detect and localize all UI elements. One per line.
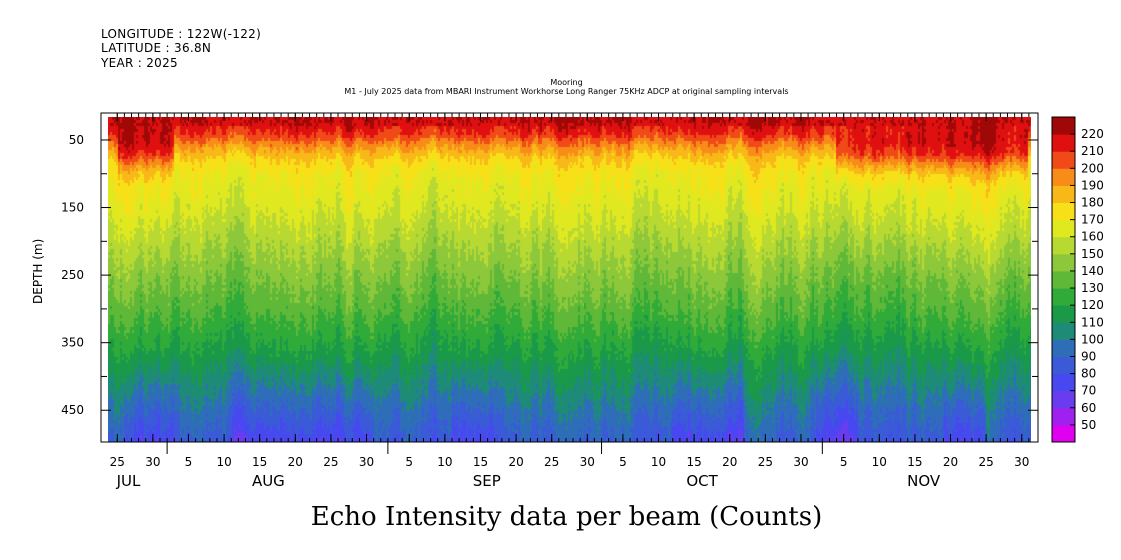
x-tick-label: 30	[580, 455, 595, 469]
colorbar-swatch	[1052, 339, 1075, 357]
colorbar-label: 90	[1081, 349, 1096, 363]
x-month-label: OCT	[686, 472, 718, 490]
colorbar-swatch	[1052, 288, 1075, 306]
colorbar-label: 170	[1081, 213, 1104, 227]
x-tick-label: 15	[686, 455, 701, 469]
x-tick-label: 30	[793, 455, 808, 469]
x-month-label: JUL	[116, 472, 141, 490]
x-tick-label: 20	[722, 455, 737, 469]
colorbar-swatch	[1052, 236, 1075, 255]
x-tick-label: 10	[216, 455, 231, 469]
x-tick-label: 10	[872, 455, 887, 469]
colorbar-swatch	[1052, 151, 1075, 169]
x-tick-label: 30	[145, 455, 160, 469]
x-tick-label: 15	[252, 455, 267, 469]
colorbar-frame	[1051, 116, 1076, 443]
x-tick-label: 20	[943, 455, 958, 469]
chart-subtitle: M1 - July 2025 data from MBARI Instrumen…	[344, 87, 789, 96]
y-tick-label: 150	[61, 201, 84, 215]
colorbar-label: 130	[1081, 281, 1104, 295]
x-tick-label: 5	[840, 455, 848, 469]
x-tick-label: 5	[405, 455, 413, 469]
colorbar-swatch	[1052, 373, 1075, 392]
colorbar-swatch	[1052, 168, 1075, 186]
x-month-label: NOV	[907, 472, 941, 490]
year-label: YEAR : 2025	[101, 56, 178, 70]
colorbar-swatch	[1052, 185, 1075, 204]
chart-title-mooring: Mooring	[550, 78, 583, 87]
plot-frame	[100, 112, 1039, 443]
x-tick-label: 25	[110, 455, 125, 469]
y-tick-label: 450	[61, 403, 84, 417]
x-tick-label: 5	[619, 455, 627, 469]
colorbar-swatch	[1052, 219, 1075, 238]
x-tick-label: 20	[508, 455, 523, 469]
colorbar-label: 50	[1081, 418, 1096, 432]
colorbar: 50 60 70 80 90 100 110 120 130 140 150 160 170 180 190…	[1051, 116, 1104, 443]
y-tick-label: 250	[61, 268, 84, 282]
colorbar-swatch	[1052, 356, 1075, 375]
colorbar-swatch	[1052, 134, 1075, 152]
colorbar-swatch	[1052, 424, 1075, 443]
x-month-label: SEP	[473, 472, 501, 490]
y-axis-ticks: 50 150 250 350 450	[61, 133, 1038, 417]
colorbar-swatch	[1052, 305, 1075, 323]
x-tick-label: 25	[323, 455, 338, 469]
heatmap-image	[108, 117, 1031, 442]
colorbar-label: 180	[1081, 196, 1104, 210]
heatmap-field	[108, 117, 1031, 442]
x-tick-label: 5	[185, 455, 193, 469]
colorbar-swatch	[1052, 270, 1075, 289]
longitude-label: LONGITUDE : 122W(-122)	[101, 27, 262, 41]
x-tick-label: 25	[544, 455, 559, 469]
colorbar-label: 120	[1081, 298, 1104, 312]
x-tick-label: 10	[437, 455, 452, 469]
colorbar-label: 190	[1081, 178, 1104, 192]
x-tick-label: 25	[978, 455, 993, 469]
colorbar-label: 70	[1081, 384, 1096, 398]
x-tick-label: 30	[359, 455, 374, 469]
x-tick-label: 10	[651, 455, 666, 469]
x-tick-label: 15	[907, 455, 922, 469]
colorbar-swatch	[1052, 322, 1075, 340]
colorbar-label: 160	[1081, 230, 1104, 244]
colorbar-swatch	[1052, 117, 1075, 135]
y-tick-label: 50	[69, 133, 84, 147]
x-month-label: AUG	[252, 472, 285, 490]
colorbar-label: 140	[1081, 264, 1104, 278]
figure-caption: Echo Intensity data per beam (Counts)	[310, 502, 823, 532]
colorbar-label: 220	[1081, 127, 1104, 141]
colorbar-swatch	[1052, 202, 1075, 221]
y-axis-label: DEPTH (m)	[31, 238, 45, 304]
x-tick-label: 30	[1014, 455, 1029, 469]
colorbar-label: 110	[1081, 315, 1104, 329]
colorbar-label: 200	[1081, 161, 1104, 175]
colorbar-swatch	[1052, 407, 1075, 426]
x-tick-label: 20	[288, 455, 303, 469]
y-tick-label: 350	[61, 336, 84, 350]
colorbar-swatch	[1052, 253, 1075, 272]
colorbar-swatch	[1052, 390, 1075, 409]
colorbar-label: 60	[1081, 401, 1096, 415]
colorbar-label: 80	[1081, 367, 1096, 381]
x-axis-ticks: 25 30 5 10 15 20 25 30 5 10 15 20 25 30 5 10 15 20 25 30 5 10…	[110, 113, 1029, 490]
x-tick-label: 25	[758, 455, 773, 469]
latitude-label: LATITUDE : 36.8N	[101, 41, 212, 55]
colorbar-label: 150	[1081, 247, 1104, 261]
colorbar-label: 100	[1081, 332, 1104, 346]
colorbar-label: 210	[1081, 144, 1104, 158]
x-tick-label: 15	[473, 455, 488, 469]
